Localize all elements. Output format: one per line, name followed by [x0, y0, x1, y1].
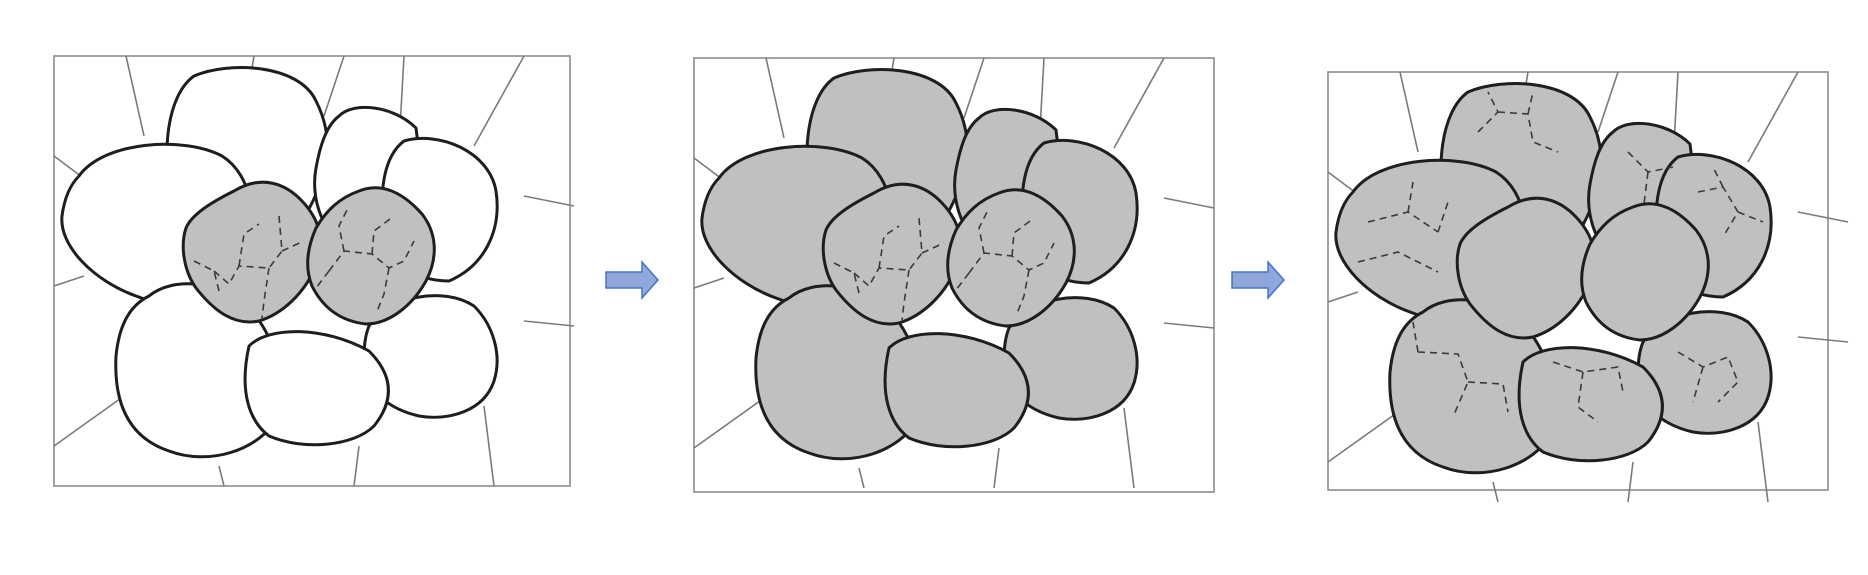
stage-3-panel: [1327, 71, 1849, 503]
stage-2-panel: [693, 57, 1215, 493]
right-arrow-icon: [1231, 260, 1286, 300]
right-arrow-icon: [605, 260, 660, 300]
stage-3-outer-cells: [1334, 82, 1773, 475]
stage-1-panel: [53, 55, 575, 487]
